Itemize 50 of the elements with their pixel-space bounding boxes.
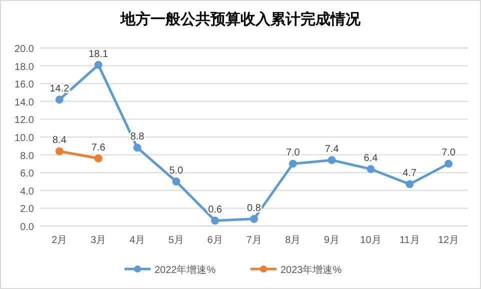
x-tick-label: 8月: [285, 235, 301, 246]
point: [444, 160, 453, 168]
x-tick-label: 4月: [129, 235, 146, 246]
data-label: 18.1: [88, 48, 109, 60]
y-tick-label: 0.0: [20, 222, 34, 233]
point: [366, 165, 375, 174]
point: [94, 154, 102, 162]
data-label: 7.0: [286, 148, 300, 159]
y-tick-label: 4.0: [20, 186, 34, 198]
x-tick-label: 11月: [399, 235, 420, 246]
y-tick-label: 16.0: [14, 80, 34, 91]
x-tick-label: 7月: [246, 235, 262, 246]
point: [55, 147, 64, 156]
x-tick-label: 10月: [360, 235, 382, 246]
data-label: 7.4: [324, 144, 340, 156]
y-tick-label: 10.0: [14, 133, 34, 144]
x-tick-label: 12月: [438, 235, 460, 246]
data-label: 0.8: [247, 202, 262, 214]
data-label: 4.7: [402, 168, 418, 180]
x-tick-label: 6月: [207, 235, 223, 246]
point: [250, 214, 258, 223]
data-label: 5.0: [169, 166, 184, 176]
data-label: 8.4: [52, 135, 67, 146]
point: [211, 216, 220, 225]
data-label: 7.0: [442, 148, 456, 159]
x-tick-label: 2月: [52, 235, 68, 246]
y-tick-label: 18.0: [14, 62, 34, 73]
x-tick-label: 5月: [168, 235, 184, 246]
y-tick-label: 14.0: [14, 97, 34, 108]
point: [94, 60, 102, 69]
legend-label: 2022年增速%: [154, 264, 216, 276]
point: [328, 156, 336, 164]
data-label: 6.4: [364, 153, 378, 164]
y-tick-label: 6.0: [20, 168, 34, 180]
x-tick-label: 9月: [324, 235, 340, 246]
y-tick-label: 12.0: [14, 115, 34, 126]
y-tick-label: 20.0: [14, 44, 34, 55]
point: [133, 144, 142, 152]
point: [55, 96, 64, 104]
x-tick-label: 3月: [90, 235, 106, 246]
y-tick-label: 8.0: [20, 150, 34, 162]
point: [288, 160, 297, 168]
legend-label: 2023年增速%: [280, 264, 342, 276]
y-tick-label: 2.0: [20, 204, 34, 216]
data-label: 7.6: [91, 142, 106, 154]
point: [406, 180, 414, 188]
chart-title: 地方一般公共预算收入累计完成情况: [120, 10, 362, 28]
data-label: 0.6: [208, 204, 222, 216]
point: [172, 178, 180, 186]
data-label: 14.2: [50, 84, 70, 95]
